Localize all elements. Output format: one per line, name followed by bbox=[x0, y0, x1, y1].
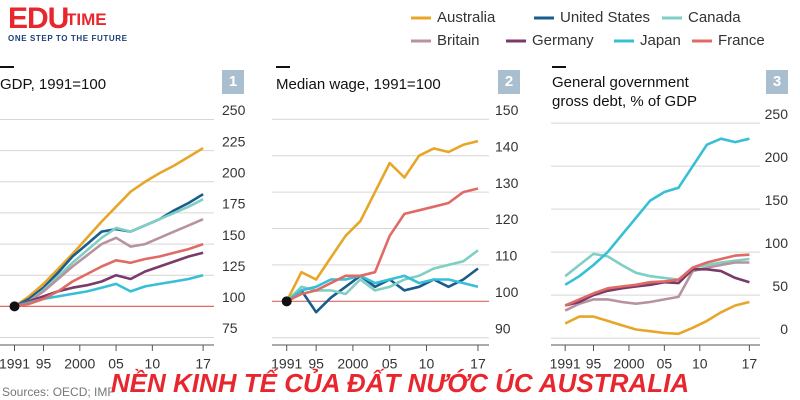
series-line bbox=[564, 300, 750, 336]
y-tick-label: 150 bbox=[495, 102, 519, 118]
x-tick-label: 2000 bbox=[613, 356, 644, 372]
logo-brand2: TIME bbox=[66, 10, 107, 29]
y-tick-label: 50 bbox=[772, 278, 788, 294]
x-tick-label: 95 bbox=[308, 356, 324, 372]
y-tick-label: 200 bbox=[765, 149, 789, 165]
series-line bbox=[564, 268, 750, 307]
rule bbox=[552, 66, 566, 68]
banner: NỀN KINH TẾ CỦA ĐẤT NƯỚC ÚC AUSTRALIA bbox=[110, 368, 690, 398]
y-tick-label: 130 bbox=[495, 175, 519, 191]
x-tick-label: 95 bbox=[586, 356, 602, 372]
y-tick-label: 110 bbox=[495, 248, 518, 264]
source: Sources: OECD; IMF bbox=[2, 385, 115, 399]
y-tick-label: 90 bbox=[495, 320, 511, 336]
x-tick-label: 05 bbox=[108, 356, 124, 372]
series-line bbox=[285, 249, 479, 303]
series-line bbox=[564, 252, 750, 281]
y-tick-label: 150 bbox=[765, 192, 789, 208]
series-line bbox=[564, 253, 750, 307]
x-tick-label: 17 bbox=[742, 356, 758, 372]
y-tick-label: 125 bbox=[222, 258, 246, 274]
legend-label: United States bbox=[560, 9, 650, 26]
legend-label: Australia bbox=[437, 9, 496, 26]
series-line bbox=[13, 193, 204, 308]
panel-title: GDP, 1991=100 bbox=[0, 76, 107, 93]
y-tick-label: 175 bbox=[222, 196, 246, 212]
start-dot bbox=[9, 301, 20, 312]
series-line bbox=[285, 139, 479, 302]
legend-label: Britain bbox=[437, 32, 480, 49]
y-tick-label: 150 bbox=[222, 227, 246, 243]
x-tick-label: 95 bbox=[36, 356, 52, 372]
series-line bbox=[14, 242, 204, 308]
series-line bbox=[564, 261, 750, 312]
x-tick-label: 1991 bbox=[271, 356, 302, 372]
panel-title: Median wage, 1991=100 bbox=[276, 76, 441, 93]
series-line bbox=[286, 187, 479, 303]
rule bbox=[276, 66, 290, 68]
y-tick-label: 100 bbox=[495, 284, 519, 300]
x-tick-label: 2000 bbox=[64, 356, 95, 372]
panel-number: 3 bbox=[766, 70, 788, 94]
series-line bbox=[14, 218, 204, 308]
y-tick-label: 75 bbox=[222, 320, 238, 336]
logo-tagline: ONE STEP TO THE FUTURE bbox=[8, 34, 128, 43]
series-line bbox=[13, 146, 204, 308]
x-tick-label: 05 bbox=[382, 356, 398, 372]
y-tick-label: 200 bbox=[222, 164, 246, 180]
x-tick-label: 1991 bbox=[0, 356, 30, 372]
x-tick-label: 2000 bbox=[337, 356, 368, 372]
series-line bbox=[14, 251, 204, 308]
legend-label: Germany bbox=[532, 32, 594, 49]
x-tick-label: 17 bbox=[470, 356, 486, 372]
x-tick-label: 10 bbox=[419, 356, 435, 372]
y-tick-label: 250 bbox=[222, 102, 246, 118]
x-tick-label: 10 bbox=[692, 356, 708, 372]
legend-label: France bbox=[718, 32, 765, 49]
panel-title: General government gross debt, % of GDP bbox=[552, 74, 698, 110]
start-dot bbox=[281, 296, 292, 307]
y-tick-label: 225 bbox=[222, 133, 246, 149]
series-line bbox=[285, 274, 479, 303]
legend-label: Japan bbox=[640, 32, 681, 49]
x-tick-label: 17 bbox=[195, 356, 211, 372]
series-line bbox=[564, 137, 750, 286]
y-tick-label: 140 bbox=[495, 138, 519, 154]
panel-number: 2 bbox=[498, 70, 520, 94]
logo-brand: EDU bbox=[8, 2, 69, 35]
series-line bbox=[285, 267, 479, 314]
rule bbox=[0, 66, 14, 68]
x-tick-label: 10 bbox=[145, 356, 161, 372]
y-tick-label: 100 bbox=[765, 235, 789, 251]
y-tick-label: 250 bbox=[765, 106, 789, 122]
y-tick-label: 100 bbox=[222, 289, 246, 305]
x-tick-label: 05 bbox=[657, 356, 673, 372]
y-tick-label: 0 bbox=[780, 321, 788, 337]
y-tick-label: 120 bbox=[495, 211, 519, 227]
legend-label: Canada bbox=[688, 9, 741, 26]
x-tick-label: 1991 bbox=[550, 356, 581, 372]
panel-number: 1 bbox=[222, 70, 244, 94]
